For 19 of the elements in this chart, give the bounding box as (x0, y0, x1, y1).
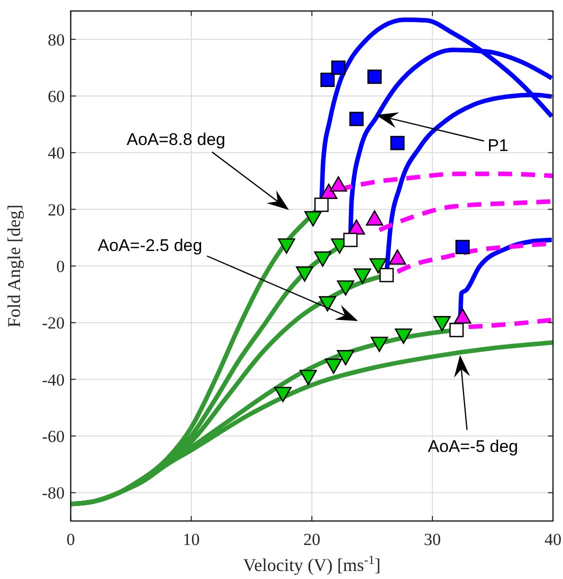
y-tick-label: 40 (48, 144, 65, 163)
annotation: AoA=8.8 deg (126, 130, 226, 149)
y-tick-label: -20 (42, 314, 65, 333)
x-axis-title: Velocity (V) [ms$^{-1}$] (243, 553, 381, 575)
y-axis-title: Fold Angle [deg] (4, 204, 24, 328)
y-tick-label: 20 (48, 200, 65, 220)
x-tick-label: 30 (424, 530, 441, 549)
annotation: P1 (488, 136, 508, 155)
y-tick-label: -40 (42, 370, 65, 390)
y-tick-label: 0 (56, 256, 65, 276)
x-tick-label: 20 (303, 530, 320, 549)
y-tick-label: -60 (42, 426, 65, 446)
annotation: AoA=-5 deg (428, 436, 518, 456)
annotation: AoA=-2.5 deg (98, 236, 202, 255)
y-tick-label: 60 (48, 86, 65, 106)
x-tick-label: 40 (544, 530, 562, 549)
x-tick-label: 10 (182, 530, 200, 549)
y-tick-label: 80 (48, 30, 65, 50)
y-tick-label: -80 (42, 484, 65, 503)
